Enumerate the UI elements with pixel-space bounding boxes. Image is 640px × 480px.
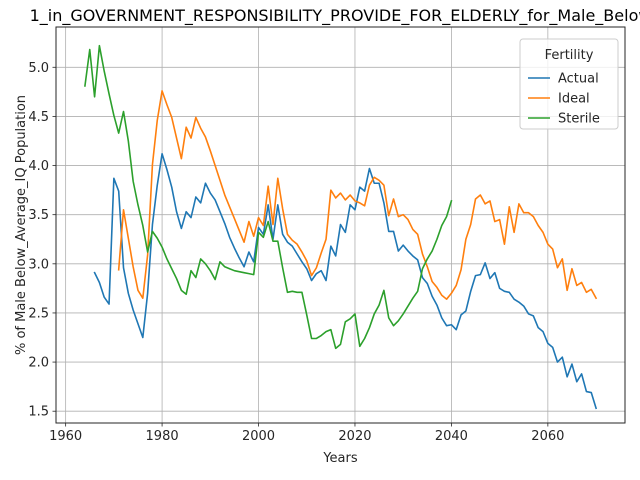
- legend-item-ideal: Ideal: [528, 92, 590, 107]
- x-axis-label: Years: [322, 451, 358, 466]
- series-line-sterile: [84, 44, 453, 350]
- x-tick-label: 2000: [242, 429, 275, 444]
- series-lines: [84, 44, 598, 410]
- y-axis-ticks: 1.5 2.0 2.5 3.0 3.5 4.0 4.5 5.0: [28, 61, 56, 420]
- legend-label: Ideal: [558, 92, 590, 107]
- y-tick-label: 2.0: [28, 356, 49, 371]
- series-line-ideal: [117, 90, 598, 300]
- legend-item-actual: Actual: [528, 72, 599, 87]
- x-axis-ticks: 1960 1980 2000 2020 2040 2060: [49, 423, 564, 444]
- y-axis-label: % of Male Below_Average_IQ Population: [14, 95, 29, 355]
- y-tick-label: 3.0: [28, 257, 49, 272]
- x-tick-label: 2040: [435, 429, 468, 444]
- y-tick-label: 2.5: [28, 306, 49, 321]
- legend-items: Actual Ideal Sterile: [528, 72, 600, 127]
- x-tick-label: 2060: [531, 429, 564, 444]
- x-tick-label: 1960: [49, 429, 82, 444]
- legend-label: Actual: [558, 72, 599, 87]
- legend-item-sterile: Sterile: [528, 112, 600, 127]
- series-line-actual: [93, 152, 598, 410]
- y-tick-label: 3.5: [28, 208, 49, 223]
- y-tick-label: 1.5: [28, 405, 49, 420]
- y-tick-label: 4.5: [28, 110, 49, 125]
- y-tick-label: 4.0: [28, 159, 49, 174]
- legend-title: Fertility: [545, 48, 594, 63]
- y-tick-label: 5.0: [28, 61, 49, 76]
- x-tick-label: 2020: [338, 429, 371, 444]
- plot-area-frame: [55, 26, 626, 424]
- legend-box: [519, 38, 619, 130]
- x-tick-label: 1980: [146, 429, 179, 444]
- chart-title: 1_in_GOVERNMENT_RESPONSIBILITY_PROVIDE_F…: [30, 6, 640, 26]
- legend-label: Sterile: [558, 112, 600, 127]
- legend: Fertility Actual Ideal Sterile: [519, 38, 619, 130]
